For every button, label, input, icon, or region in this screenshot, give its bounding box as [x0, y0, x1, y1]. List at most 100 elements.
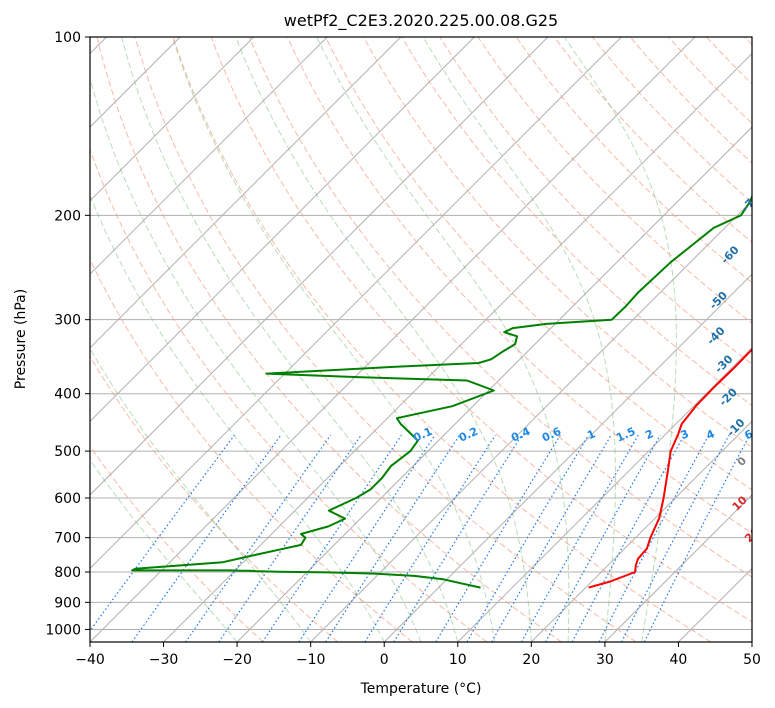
dry-adiabat — [90, 148, 488, 642]
mixing-ratio-line — [435, 434, 561, 642]
dry-adiabat — [591, 37, 752, 204]
isotherm-gridline — [457, 347, 752, 642]
isotherm-gridline — [90, 37, 328, 275]
y-tick-label: 700 — [54, 531, 81, 547]
dry-adiabat — [286, 37, 752, 534]
y-tick-label: 200 — [54, 208, 81, 224]
y-tick-label: 600 — [54, 491, 81, 507]
mixing-ratio-line — [491, 434, 612, 642]
mixing-ratio-label: 6 — [743, 427, 756, 442]
mixing-ratio-label: 3 — [679, 427, 691, 442]
x-tick-label: −20 — [222, 652, 252, 668]
dry-adiabat — [401, 37, 752, 407]
moist-adiabat — [90, 459, 238, 642]
x-tick-label: 30 — [596, 652, 614, 668]
x-tick-label: −10 — [296, 652, 326, 668]
dry-adiabat — [515, 37, 752, 284]
y-tick-label: 100 — [54, 30, 81, 46]
isotherm-gridline — [678, 567, 752, 642]
mixing-ratio-label: 8 — [771, 427, 775, 442]
mixing-ratio-line — [466, 434, 590, 642]
isotherm-label: -60 — [718, 243, 741, 266]
plot-frame — [89, 36, 753, 643]
mixing-ratio-line — [545, 434, 661, 642]
isotherm-gridline — [90, 37, 549, 496]
dry-adiabat — [668, 37, 752, 125]
mixing-ratio-line — [598, 434, 710, 642]
mixing-ratio-label: 1 — [585, 427, 597, 442]
x-tick-label: −40 — [75, 652, 105, 668]
mixing-ratio-label: 2 — [643, 427, 655, 442]
isotherm-gridline — [604, 494, 752, 642]
dry-adiabat — [248, 37, 752, 578]
moist-adiabat — [90, 194, 385, 642]
mixing-ratio-line — [218, 434, 362, 642]
x-tick-label: 40 — [670, 652, 688, 668]
dry-adiabat — [363, 37, 752, 449]
mixing-ratio-line — [364, 434, 496, 642]
x-tick-label: 20 — [522, 652, 540, 668]
isotherm-gridline — [163, 52, 752, 642]
mixing-ratio-line — [298, 434, 436, 642]
mixing-ratio-line — [621, 434, 730, 642]
y-axis-label: Pressure (hPa) — [13, 289, 29, 389]
dry-adiabat — [90, 445, 264, 642]
x-axis-label: Temperature (°C) — [360, 681, 482, 697]
isotherm-gridline — [90, 37, 696, 642]
mixing-ratio-line — [393, 434, 523, 642]
temperature-profile — [588, 348, 752, 589]
isotherm-label: -80 — [751, 153, 774, 176]
isotherm-label: 20 — [742, 525, 762, 545]
dewpoint-profile — [131, 194, 752, 589]
isotherm-label: 40 — [767, 584, 775, 604]
dry-adiabat — [629, 37, 752, 164]
background-lines — [90, 37, 752, 642]
mixing-ratio-line — [643, 434, 751, 642]
isotherm-gridline — [383, 273, 752, 642]
mixing-ratio-line — [131, 434, 282, 642]
y-tick-label: 300 — [54, 313, 81, 329]
moist-adiabat — [90, 76, 422, 642]
moist-adiabat — [422, 37, 616, 642]
dry-adiabat — [477, 37, 752, 324]
moist-adiabat — [90, 347, 312, 642]
isotherm-gridline — [530, 420, 752, 642]
mixing-ratio-line — [90, 434, 235, 632]
mixing-ratio-label: 1.5 — [614, 425, 637, 445]
y-tick-label: 900 — [54, 595, 81, 611]
isotherm-gridline — [236, 126, 752, 642]
isotherm-gridline — [90, 37, 622, 570]
x-tick-label: −30 — [149, 652, 179, 668]
isotherm-label: -50 — [707, 289, 730, 312]
y-tick-label: 500 — [54, 444, 81, 460]
y-tick-label: 800 — [54, 565, 81, 581]
isotherm-label: -40 — [704, 324, 727, 347]
dry-adiabat — [96, 37, 562, 642]
moist-adiabat — [172, 37, 496, 642]
y-tick-label: 400 — [54, 387, 81, 403]
isotherm-gridline — [90, 37, 475, 423]
mixing-ratio-line — [325, 434, 461, 642]
mixing-ratio-line — [261, 434, 402, 642]
dry-adiabat — [325, 37, 752, 491]
isotherm-label: 30 — [754, 557, 774, 577]
x-tick-label: 50 — [743, 652, 761, 668]
mixing-ratio-label: 0.2 — [457, 425, 480, 445]
dry-adiabat — [553, 37, 752, 244]
moist-adiabat — [235, 37, 532, 642]
dry-adiabat — [90, 258, 413, 642]
mixing-ratio-line — [520, 434, 639, 642]
isotherm-gridline — [90, 37, 402, 349]
mixing-ratio-line — [571, 434, 685, 642]
moist-adiabat — [564, 37, 677, 642]
isotherm-label: 10 — [730, 493, 750, 513]
axes: −40 −30 −20 −10 0 10 20 30 40 5010020030040050060… — [45, 30, 761, 668]
moist-adiabat — [121, 37, 459, 642]
isotherm-gridline — [751, 641, 752, 642]
x-tick-label: 0 — [380, 652, 389, 668]
dry-adiabat — [210, 37, 752, 623]
isotherm-label: -20 — [717, 385, 740, 408]
dry-adiabat — [439, 37, 752, 365]
y-tick-label: 1000 — [45, 622, 81, 638]
x-tick-label: 10 — [449, 652, 467, 668]
